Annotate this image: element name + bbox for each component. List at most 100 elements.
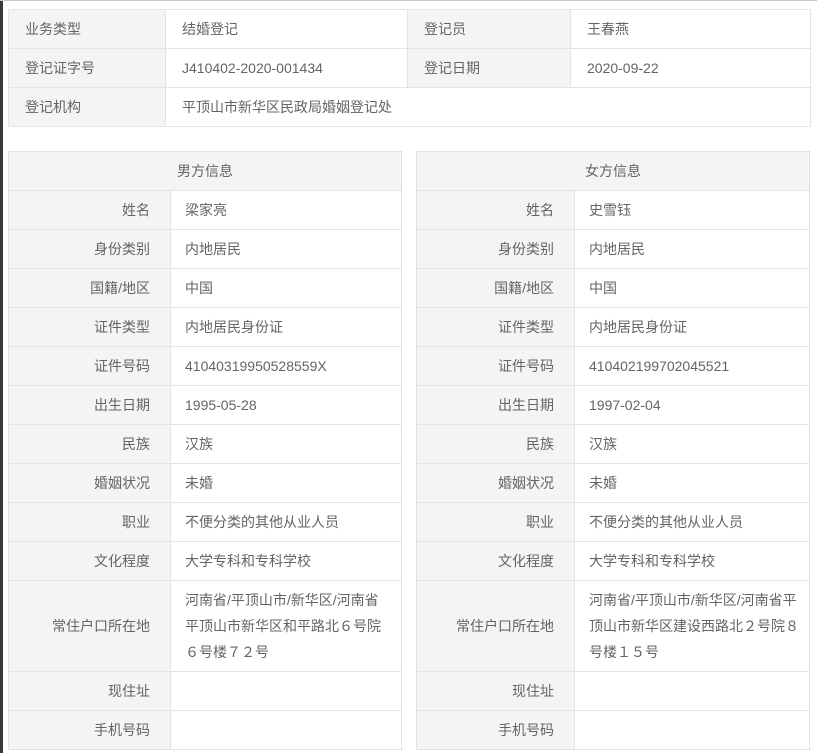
table-row: 证件号码 410402199702045521 [416, 346, 810, 386]
table-row: 女方信息 [416, 151, 810, 191]
table-row: 业务类型 结婚登记 登记员 王春燕 [8, 9, 811, 49]
field-label: 证件号码 [8, 346, 171, 386]
table-row: 身份类别 内地居民 [8, 229, 402, 269]
field-value [170, 710, 402, 750]
table-row: 身份类别 内地居民 [416, 229, 810, 269]
field-label: 出生日期 [8, 385, 171, 425]
person-tables: 男方信息 姓名 梁家亮 身份类别 内地居民 国籍/地区 中国 证件类型 内地居民… [8, 151, 817, 750]
field-value: 中国 [170, 268, 402, 308]
field-label: 手机号码 [416, 710, 575, 750]
field-label: 证件类型 [8, 307, 171, 347]
field-value: 1995-05-28 [170, 385, 402, 425]
certificate-no-label: 登记证字号 [8, 48, 166, 88]
field-label: 手机号码 [8, 710, 171, 750]
table-row: 现住址 [8, 671, 402, 711]
table-row: 手机号码 [416, 710, 810, 750]
field-label: 现住址 [416, 671, 575, 711]
registrar-value: 王春燕 [570, 9, 811, 49]
table-row: 常住户口所在地 河南省/平顶山市/新华区/河南省平顶山市新华区建设西路北２号院８… [416, 580, 810, 672]
field-value: 不便分类的其他从业人员 [170, 502, 402, 542]
table-row: 文化程度 大学专科和专科学校 [416, 541, 810, 581]
field-label: 现住址 [8, 671, 171, 711]
table-row: 职业 不便分类的其他从业人员 [416, 502, 810, 542]
field-value: 41040319950528559X [170, 346, 402, 386]
table-row: 国籍/地区 中国 [416, 268, 810, 308]
table-row: 手机号码 [8, 710, 402, 750]
field-value: 内地居民身份证 [574, 307, 810, 347]
field-label: 姓名 [8, 190, 171, 230]
table-row: 职业 不便分类的其他从业人员 [8, 502, 402, 542]
field-label: 身份类别 [416, 229, 575, 269]
table-row: 国籍/地区 中国 [8, 268, 402, 308]
table-row: 出生日期 1997-02-04 [416, 385, 810, 425]
field-value: 汉族 [170, 424, 402, 464]
field-label: 职业 [8, 502, 171, 542]
field-value: 河南省/平顶山市/新华区/河南省平顶山市新华区和平路北６号院６号楼７２号 [170, 580, 402, 672]
registration-date-value: 2020-09-22 [570, 48, 811, 88]
field-label: 证件号码 [416, 346, 575, 386]
table-row: 民族 汉族 [416, 424, 810, 464]
registration-date-label: 登记日期 [407, 48, 571, 88]
field-value: 河南省/平顶山市/新华区/河南省平顶山市新华区建设西路北２号院８号楼１５号 [574, 580, 810, 672]
field-label: 证件类型 [416, 307, 575, 347]
female-info-table: 女方信息 姓名 史雪钰 身份类别 内地居民 国籍/地区 中国 证件类型 内地居民… [416, 151, 810, 750]
table-row: 证件类型 内地居民身份证 [8, 307, 402, 347]
field-value: 史雪钰 [574, 190, 810, 230]
business-type-label: 业务类型 [8, 9, 166, 49]
field-label: 国籍/地区 [416, 268, 575, 308]
field-label: 身份类别 [8, 229, 171, 269]
field-value: 大学专科和专科学校 [574, 541, 810, 581]
table-row: 姓名 梁家亮 [8, 190, 402, 230]
field-label: 民族 [8, 424, 171, 464]
table-row: 证件号码 41040319950528559X [8, 346, 402, 386]
field-value: 汉族 [574, 424, 810, 464]
table-row: 婚姻状况 未婚 [416, 463, 810, 503]
field-value [574, 671, 810, 711]
field-value: 中国 [574, 268, 810, 308]
male-table-title: 男方信息 [8, 151, 402, 191]
field-label: 民族 [416, 424, 575, 464]
field-value: 内地居民身份证 [170, 307, 402, 347]
table-row: 婚姻状况 未婚 [8, 463, 402, 503]
field-label: 职业 [416, 502, 575, 542]
field-value: 内地居民 [170, 229, 402, 269]
registration-summary-table: 业务类型 结婚登记 登记员 王春燕 登记证字号 J410402-2020-001… [8, 9, 811, 127]
window-left-edge [0, 1, 3, 753]
field-label: 常住户口所在地 [8, 580, 171, 672]
field-label: 出生日期 [416, 385, 575, 425]
field-value: 1997-02-04 [574, 385, 810, 425]
business-type-value: 结婚登记 [165, 9, 408, 49]
field-value: 410402199702045521 [574, 346, 810, 386]
female-table-title: 女方信息 [416, 151, 810, 191]
table-row: 男方信息 [8, 151, 402, 191]
field-label: 文化程度 [8, 541, 171, 581]
field-value: 未婚 [574, 463, 810, 503]
table-row: 证件类型 内地居民身份证 [416, 307, 810, 347]
field-label: 姓名 [416, 190, 575, 230]
registration-office-value: 平顶山市新华区民政局婚姻登记处 [165, 87, 811, 127]
table-row: 现住址 [416, 671, 810, 711]
table-row: 登记机构 平顶山市新华区民政局婚姻登记处 [8, 87, 811, 127]
field-label: 国籍/地区 [8, 268, 171, 308]
field-value: 大学专科和专科学校 [170, 541, 402, 581]
field-label: 婚姻状况 [8, 463, 171, 503]
registrar-label: 登记员 [407, 9, 571, 49]
certificate-no-value: J410402-2020-001434 [165, 48, 408, 88]
table-row: 登记证字号 J410402-2020-001434 登记日期 2020-09-2… [8, 48, 811, 88]
table-row: 文化程度 大学专科和专科学校 [8, 541, 402, 581]
field-label: 婚姻状况 [416, 463, 575, 503]
field-value [574, 710, 810, 750]
field-label: 常住户口所在地 [416, 580, 575, 672]
registration-office-label: 登记机构 [8, 87, 166, 127]
field-value [170, 671, 402, 711]
table-row: 民族 汉族 [8, 424, 402, 464]
male-info-table: 男方信息 姓名 梁家亮 身份类别 内地居民 国籍/地区 中国 证件类型 内地居民… [8, 151, 402, 750]
field-value: 内地居民 [574, 229, 810, 269]
field-label: 文化程度 [416, 541, 575, 581]
table-row: 姓名 史雪钰 [416, 190, 810, 230]
field-value: 不便分类的其他从业人员 [574, 502, 810, 542]
table-row: 出生日期 1995-05-28 [8, 385, 402, 425]
table-row: 常住户口所在地 河南省/平顶山市/新华区/河南省平顶山市新华区和平路北６号院６号… [8, 580, 402, 672]
